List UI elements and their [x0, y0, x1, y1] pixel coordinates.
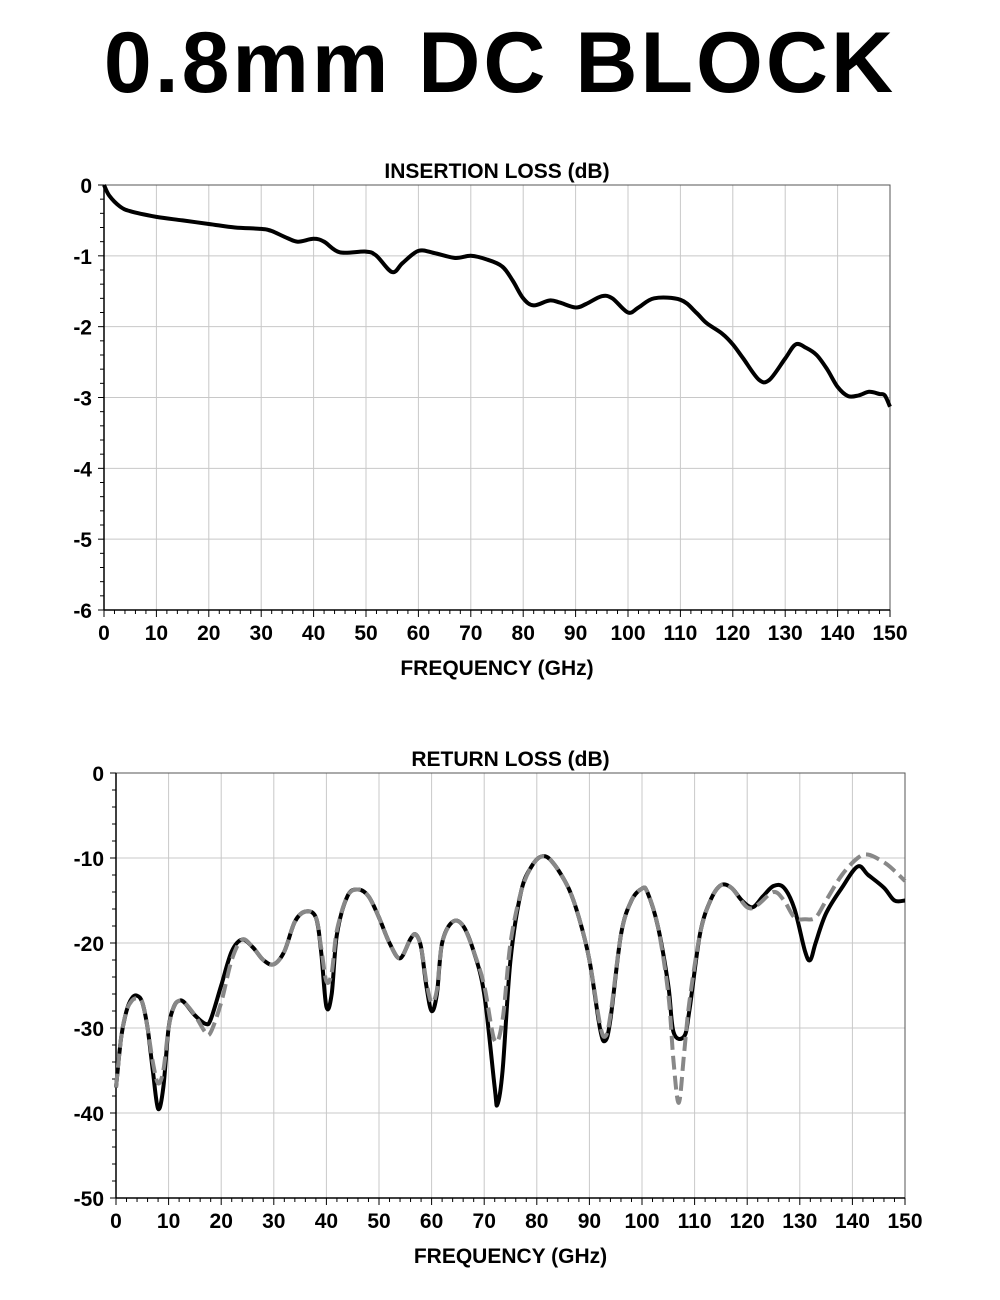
y-tick-label: -20 — [74, 933, 104, 956]
x-tick-label: 0 — [98, 622, 110, 645]
x-tick-label: 50 — [354, 622, 377, 645]
y-tick-label: -3 — [73, 388, 92, 411]
x-tick-label: 10 — [145, 622, 168, 645]
x-tick-label: 110 — [663, 622, 697, 645]
x-tick-label: 140 — [820, 622, 855, 645]
x-axis-label: FREQUENCY (GHz) — [414, 1245, 607, 1268]
y-tick-label: 0 — [80, 175, 92, 198]
x-tick-label: 70 — [459, 622, 482, 645]
x-tick-label: 100 — [624, 1210, 659, 1233]
y-tick-label: -6 — [73, 600, 92, 623]
chart-title: INSERTION LOSS (dB) — [384, 160, 609, 183]
x-tick-label: 50 — [367, 1210, 390, 1233]
x-tick-label: 150 — [887, 1210, 922, 1233]
x-tick-label: 120 — [730, 1210, 765, 1233]
x-tick-label: 130 — [768, 622, 803, 645]
x-tick-label: 130 — [782, 1210, 817, 1233]
x-tick-label: 10 — [157, 1210, 180, 1233]
x-tick-label: 20 — [197, 622, 220, 645]
x-tick-label: 60 — [420, 1210, 443, 1233]
y-tick-label: -2 — [73, 317, 92, 340]
x-tick-label: 30 — [262, 1210, 285, 1233]
x-tick-label: 40 — [315, 1210, 338, 1233]
y-tick-label: -1 — [73, 246, 92, 269]
y-tick-label: -50 — [74, 1188, 104, 1211]
x-tick-label: 140 — [835, 1210, 870, 1233]
plot-frame — [115, 772, 906, 1199]
x-tick-label: 20 — [210, 1210, 233, 1233]
x-axis-label: FREQUENCY (GHz) — [400, 657, 593, 680]
y-tick-label: -10 — [74, 848, 104, 871]
y-tick-label: -4 — [73, 458, 92, 481]
y-tick-label: -5 — [73, 529, 92, 552]
y-tick-label: -30 — [74, 1018, 104, 1041]
chart-title: RETURN LOSS (dB) — [411, 748, 609, 771]
y-tick-label: -40 — [74, 1103, 104, 1126]
x-tick-label: 110 — [678, 1210, 712, 1233]
x-tick-label: 150 — [872, 622, 907, 645]
y-tick-label: 0 — [92, 763, 104, 786]
series-line-s11 — [114, 854, 906, 1112]
chart-insertion-loss: 0 10 20 30 40 50 60 70 80 90 100 110 120 130 140 150 0 -1… — [73, 160, 907, 680]
series-line-s22 — [114, 852, 907, 1105]
x-tick-label: 70 — [473, 1210, 496, 1233]
x-tick-label: 80 — [512, 622, 535, 645]
x-tick-label: 80 — [525, 1210, 548, 1233]
chart-return-loss: 0 10 20 30 40 50 60 70 80 90 100 110 120 130 140 150 0 -1… — [74, 748, 923, 1268]
series-line-s21 — [102, 184, 892, 408]
x-tick-label: 90 — [564, 622, 587, 645]
x-tick-label: 0 — [110, 1210, 122, 1233]
x-tick-label: 30 — [250, 622, 273, 645]
x-tick-label: 90 — [578, 1210, 601, 1233]
x-tick-label: 40 — [302, 622, 325, 645]
page-title: 0.8mm DC BLOCK — [103, 15, 897, 111]
x-tick-label: 60 — [407, 622, 430, 645]
x-tick-label: 100 — [610, 622, 645, 645]
x-tick-label: 120 — [715, 622, 750, 645]
